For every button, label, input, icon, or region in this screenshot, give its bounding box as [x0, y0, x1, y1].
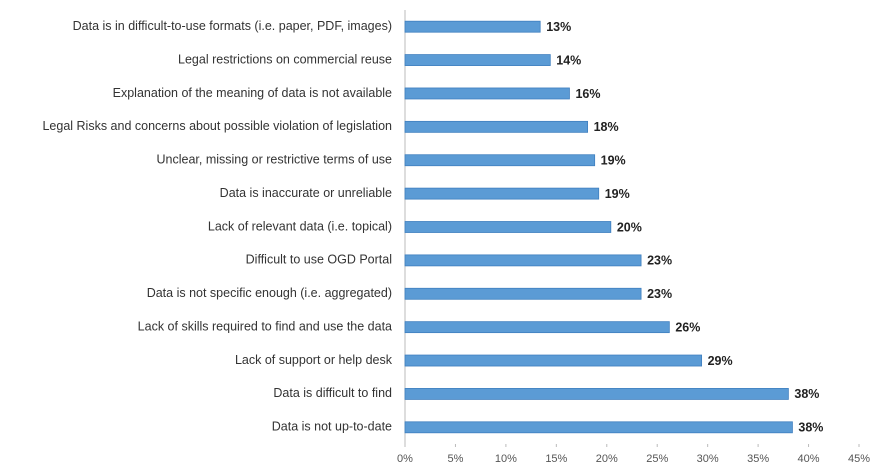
x-tick-label: 45% [848, 453, 870, 465]
category-label: Lack of skills required to find and use … [138, 319, 392, 333]
x-tick-label: 35% [747, 453, 769, 465]
value-label: 13% [546, 20, 571, 34]
value-label: 23% [647, 287, 672, 301]
x-tick-label: 15% [545, 453, 567, 465]
value-label: 38% [794, 387, 819, 401]
category-label: Lack of support or help desk [235, 353, 393, 367]
bar [404, 388, 789, 400]
x-tick-label: 40% [798, 453, 820, 465]
bar [404, 321, 670, 334]
category-label: Data is not specific enough (i.e. aggreg… [147, 286, 392, 300]
category-label: Legal Risks and concerns about possible … [42, 119, 392, 133]
category-label: Lack of relevant data (i.e. topical) [208, 219, 392, 233]
bar [404, 354, 703, 367]
category-label: Data is in difficult-to-use formats (i.e… [73, 19, 392, 33]
bar [404, 421, 793, 434]
value-label: 26% [675, 320, 700, 334]
value-label: 16% [575, 87, 600, 101]
category-label: Legal restrictions on commercial reuse [178, 52, 392, 66]
category-label: Difficult to use OGD Portal [246, 253, 392, 267]
bar [404, 120, 589, 133]
bar [404, 154, 596, 167]
category-label: Data is not up-to-date [272, 420, 392, 434]
value-label: 19% [601, 154, 626, 168]
value-label: 20% [617, 220, 642, 234]
value-label: 38% [798, 421, 823, 435]
x-tick-label: 25% [646, 453, 668, 465]
value-label: 23% [647, 254, 672, 268]
category-label: Data is inaccurate or unreliable [220, 186, 392, 200]
x-tick-label: 30% [697, 453, 719, 465]
category-label: Unclear, missing or restrictive terms of… [157, 153, 393, 167]
value-label: 14% [556, 53, 581, 67]
value-label: 19% [605, 187, 630, 201]
x-tick-label: 20% [596, 453, 618, 465]
bar [404, 287, 642, 300]
bar [404, 187, 600, 200]
x-tick-label: 5% [447, 453, 463, 465]
category-label: Explanation of the meaning of data is no… [113, 86, 392, 100]
value-label: 29% [708, 354, 733, 368]
bar [404, 254, 642, 267]
bar [404, 221, 612, 233]
value-label: 18% [594, 120, 619, 134]
bar [404, 87, 570, 100]
x-tick-label: 10% [495, 453, 517, 465]
bar [404, 54, 551, 66]
x-tick-label: 0% [397, 453, 413, 465]
bar [404, 20, 541, 33]
category-label: Data is difficult to find [273, 386, 392, 400]
